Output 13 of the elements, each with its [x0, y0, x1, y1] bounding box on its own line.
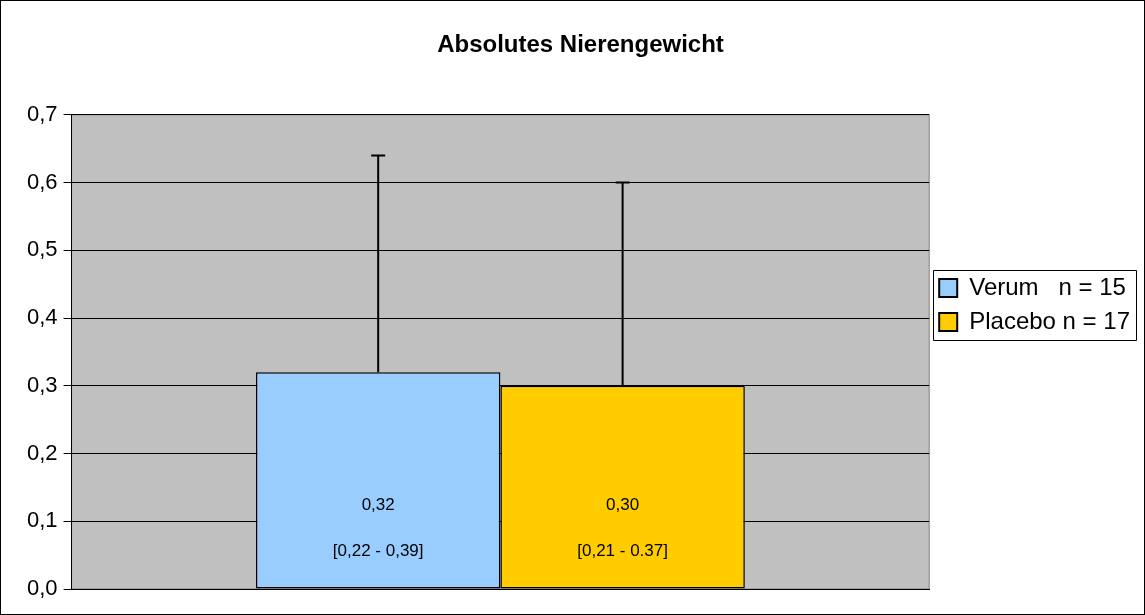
- y-tick-label: 0,7: [26, 100, 58, 126]
- y-tick-label: 0,5: [26, 236, 58, 262]
- text: 0,30 [0,21 - 0.37]: [577, 494, 668, 560]
- y-tick-label: 0,6: [26, 168, 58, 194]
- y-tick-label: 0,3: [26, 371, 58, 397]
- legend-label: Placebo n = 17: [969, 306, 1130, 334]
- chart-title: Absolutes Nierengewicht: [437, 30, 724, 58]
- y-tick-label: 0,4: [26, 304, 58, 330]
- legend-label: Verum n = 15: [969, 272, 1126, 300]
- y-tick-label: 0,0: [26, 575, 58, 601]
- y-tick-label: 0,1: [26, 507, 58, 533]
- y-tick-label: 0,2: [26, 439, 58, 465]
- text: 0,32 [0,22 - 0,39]: [332, 494, 424, 560]
